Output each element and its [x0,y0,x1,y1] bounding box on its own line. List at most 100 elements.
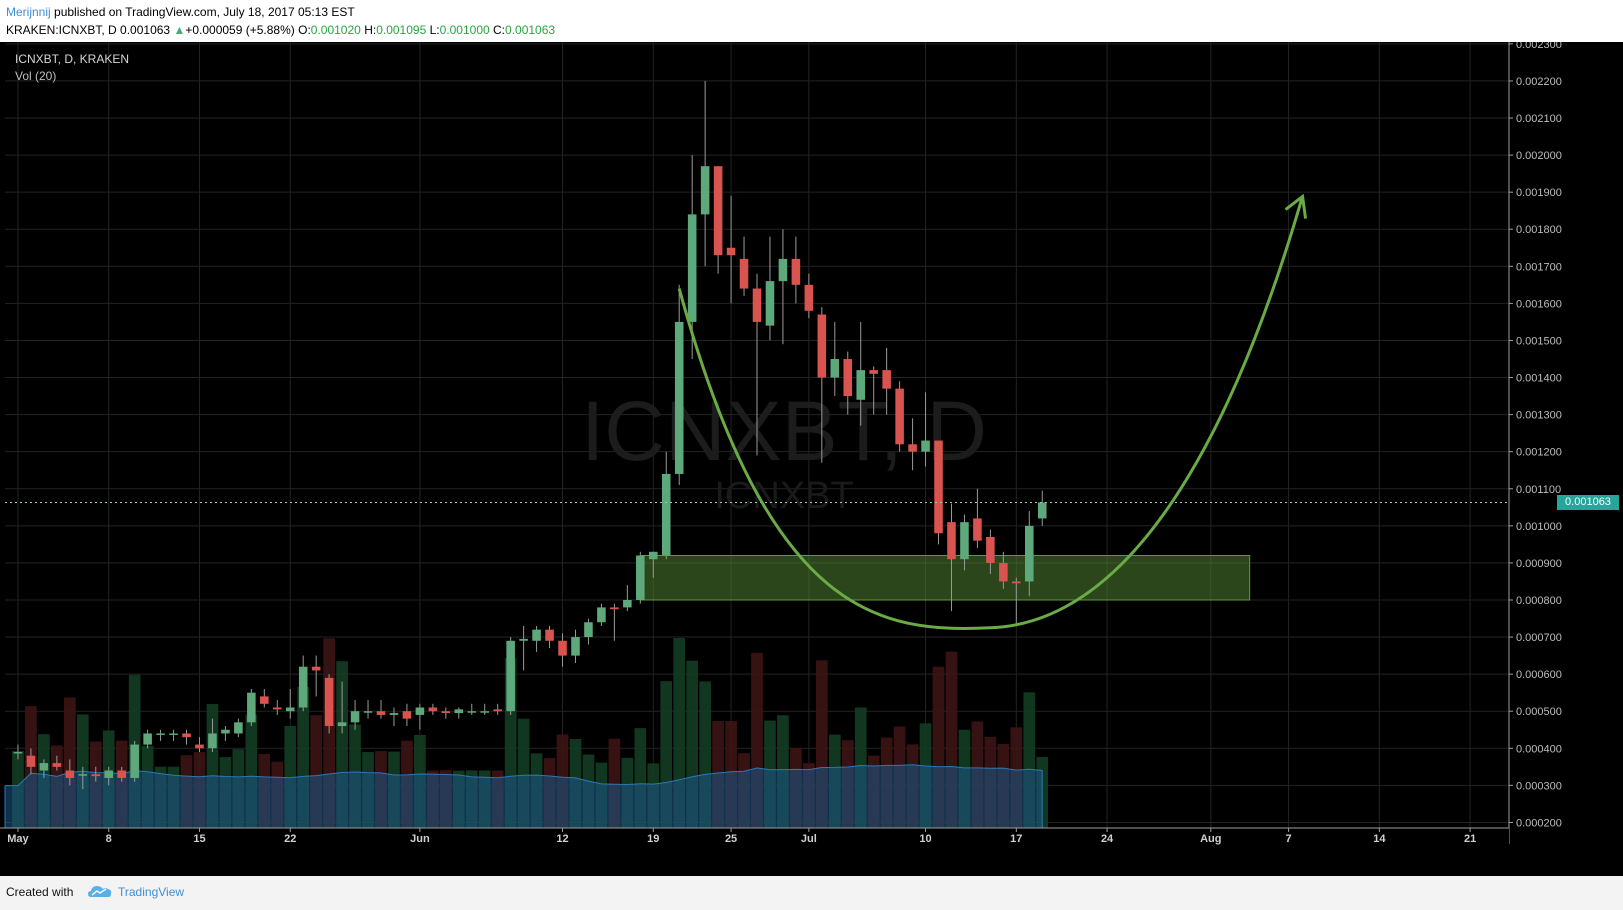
price-tick-label: 0.000500 [1516,706,1562,718]
price-tick-label: 0.002000 [1516,150,1562,162]
volume-bar [815,660,828,828]
created-with-text: Created with [6,885,74,899]
low-value: 0.001000 [439,23,490,37]
price-tick-label: 0.001300 [1516,410,1562,422]
candle-body [454,709,464,714]
volume-bar [686,660,699,828]
pane-title: ICNXBT, D, KRAKEN [15,52,130,66]
candle-body [493,709,502,712]
price-tick-label: 0.002100 [1516,113,1562,125]
volume-bar [504,658,517,828]
price-tick-label: 0.000200 [1516,817,1562,829]
support-zone[interactable] [639,554,1251,601]
time-tick-label: Aug [1200,833,1221,845]
price-tick-label: 0.002200 [1516,76,1562,88]
candle-body [480,711,490,713]
price-axis[interactable] [1509,42,1623,844]
volume-bar [336,661,348,828]
candle-body [597,607,606,623]
time-tick-label: May [7,833,29,845]
tradingview-link[interactable]: TradingView [118,885,185,899]
price-tick-label: 0.000300 [1516,780,1562,792]
candle-body [65,770,75,778]
close-value: 0.001063 [505,23,556,37]
volume-bar [310,715,323,828]
chart-background [0,42,1623,876]
change-value: +0.000059 (+5.88%) [185,23,295,37]
projection-arrow-icon [1284,193,1308,219]
candle-body [778,258,788,282]
volume-bar [634,728,647,828]
time-tick-label: 22 [284,833,296,845]
candle-body [752,288,762,322]
price-tick-label: 0.001200 [1516,447,1562,459]
volume-bar [245,714,258,828]
author-link[interactable]: Merijnnij [6,5,51,19]
candle-body [532,629,541,641]
price-tick-label: 0.001600 [1516,298,1562,310]
time-axis-ticks: May 8 15 22 Jun 12 19 25 Jul 10 17 24 Aug 7 14 21 [7,828,1476,845]
candle-body [610,607,619,610]
candle-body [1012,581,1021,584]
candle-body [13,751,23,754]
candle-body [739,258,749,289]
time-axis[interactable] [0,828,1509,844]
time-tick-label: 14 [1373,833,1386,845]
price-tick-label: 0.001800 [1516,224,1562,236]
time-tick-label: 17 [1010,833,1022,845]
candle-body [882,370,891,389]
time-tick-label: 12 [556,833,568,845]
candle-body [104,770,114,778]
tradingview-cloud-icon[interactable] [87,883,113,901]
candle-body [324,677,334,727]
watermark-ticker: ICNXBT [714,475,853,517]
candle-body [869,370,878,374]
candle-body [1037,502,1047,519]
last-value: 0.001063 [120,23,171,37]
candle-body [584,622,593,638]
candle-body [272,707,282,710]
price-tick-label: 0.001700 [1516,261,1562,273]
candle-body [221,729,230,734]
projection-curve[interactable] [677,199,1303,630]
candle-body [999,562,1008,582]
price-tick-label: 0.001000 [1516,521,1562,533]
candle-body [895,388,904,445]
candle-body [947,522,956,560]
time-tick-label: 7 [1286,833,1292,845]
time-tick-label: 10 [919,833,931,845]
candle-body [402,711,412,719]
open-value: 0.001020 [310,23,361,37]
volume-bar [932,666,945,828]
candle-body [234,722,243,734]
close-label: C: [493,23,506,37]
candle-body [39,763,49,771]
candle-body [182,733,191,738]
candle-body [726,247,736,256]
candle-body [143,733,152,745]
time-tick-label: Jul [801,833,817,845]
candle-body [908,444,917,452]
candle-body [648,551,658,560]
candle-body [363,711,373,713]
volume-bar [945,651,958,828]
candle-body [700,166,710,215]
price-chart[interactable]: ICNXBT, D ICNXBT 0.002300 0.002200 0.00210… [0,42,1623,876]
symbol-label: KRAKEN:ICNXBT, D [6,23,117,37]
candle-body [91,774,101,777]
candle-body [350,711,360,723]
volume-bar [660,681,673,828]
change-arrow-icon: ▲ [173,23,186,37]
ohlc-line: KRAKEN:ICNXBT, D 0.001063 ▲+0.000059 (+5… [6,23,555,37]
high-label: H: [364,23,377,37]
price-tick-label: 0.001900 [1516,187,1562,199]
footer-bar: Created with TradingView [0,876,1623,910]
volume-bar [1023,692,1036,828]
open-label: O: [298,23,311,37]
candle-body [298,666,308,708]
price-tick-label: 0.000900 [1516,558,1562,570]
time-tick-label: 25 [725,833,737,845]
candle-body [78,774,88,776]
candle-body [130,744,139,778]
candle-body [674,321,684,474]
